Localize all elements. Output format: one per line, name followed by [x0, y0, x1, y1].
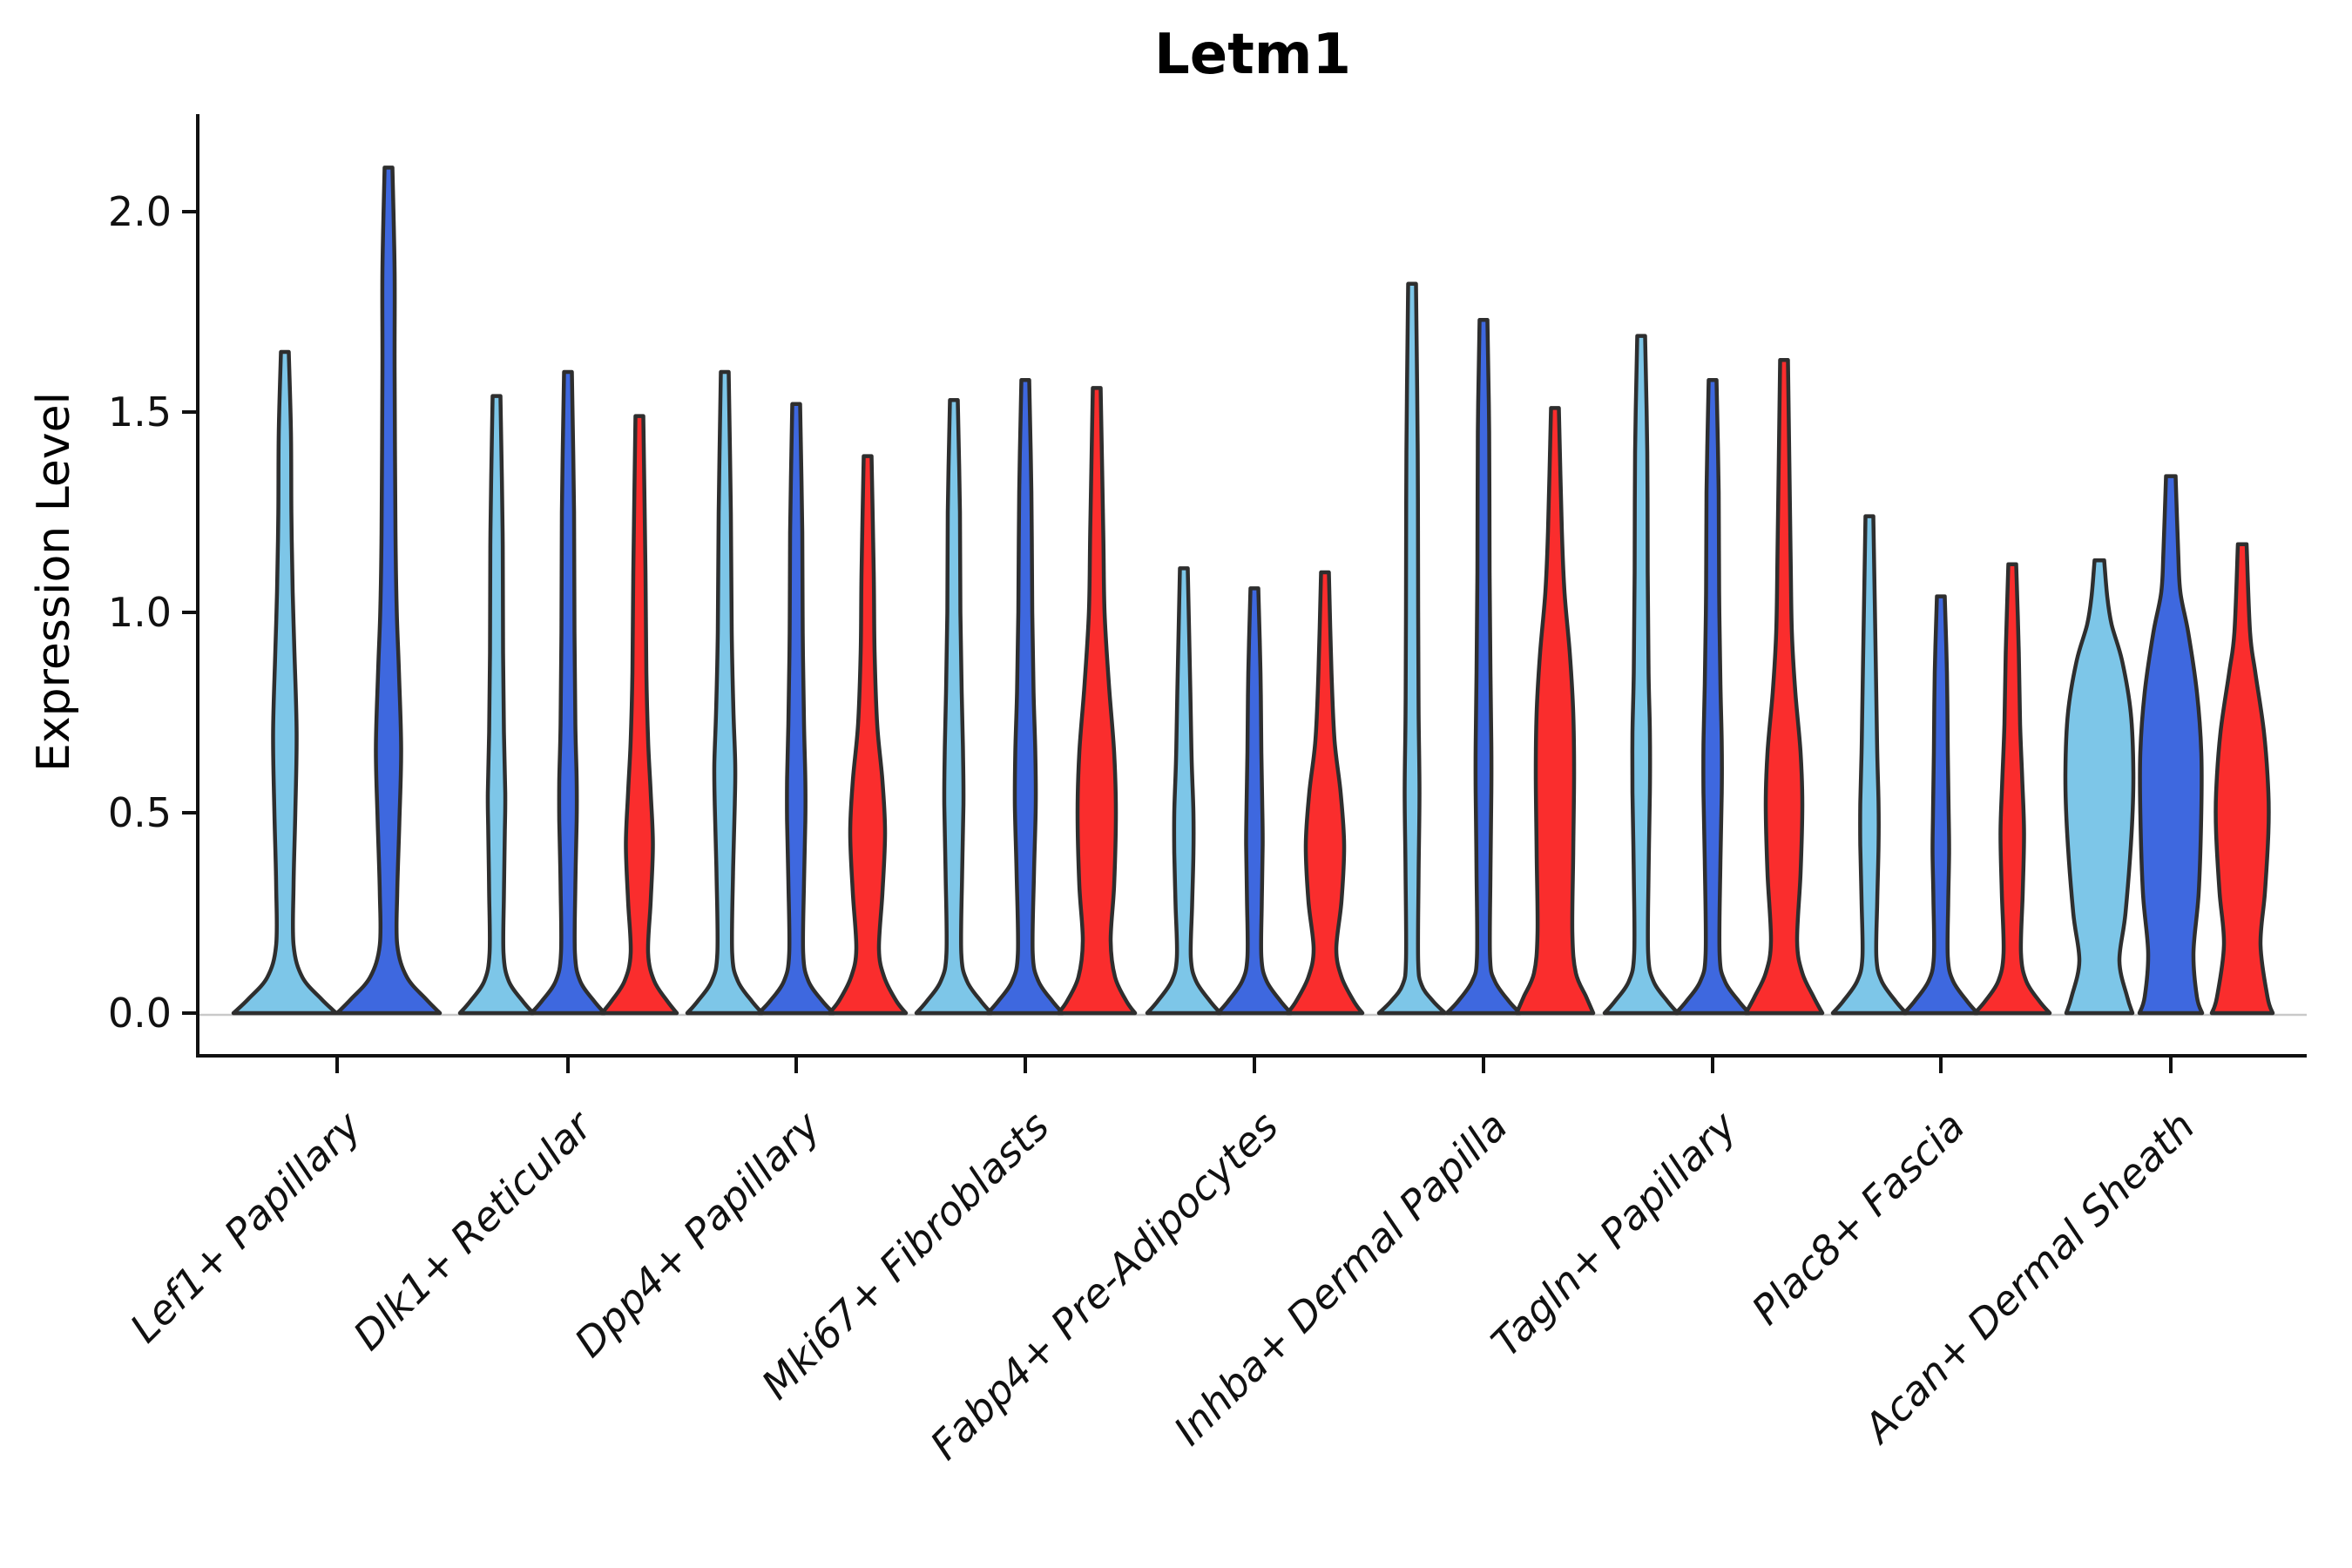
violin-group1-series1 — [231, 349, 339, 1016]
y-tick-label: 2.0 — [108, 188, 172, 235]
plot-title: Letm1 — [1154, 23, 1351, 87]
violin-group4-series2 — [985, 377, 1065, 1016]
x-tick-label-8: Plac8+ Fascia — [1742, 1103, 1973, 1334]
violin-group2-series3 — [599, 414, 679, 1016]
violin-group6-series3 — [1514, 406, 1596, 1016]
x-tick-label-1: Lef1+ Papillary — [121, 1102, 370, 1351]
violin-group3-series1 — [685, 369, 765, 1016]
violin-group9-series1 — [2063, 558, 2136, 1016]
violin-group6-series1 — [1376, 281, 1448, 1016]
violin-group7-series1 — [1602, 334, 1680, 1016]
violin-group7-series3 — [1743, 357, 1825, 1016]
violin-group8-series2 — [1902, 594, 1980, 1016]
x-tick-label-2: Dlk1+ Reticular — [344, 1100, 603, 1359]
y-tick-label: 0.0 — [108, 990, 172, 1037]
violin-group4-series3 — [1056, 386, 1138, 1016]
violin-group8-series1 — [1830, 514, 1909, 1016]
violin-group3-series3 — [827, 454, 909, 1016]
violin-group4-series1 — [914, 397, 994, 1016]
violin-group5-series1 — [1145, 566, 1223, 1016]
violin-group8-series3 — [1972, 562, 2052, 1016]
x-tick-label-3: Dpp4+ Papillary — [565, 1102, 829, 1366]
y-tick-label: 1.0 — [108, 589, 172, 636]
violin-group5-series2 — [1215, 586, 1294, 1016]
violin-group2-series2 — [529, 369, 607, 1016]
violin-group1-series2 — [335, 166, 443, 1016]
violin-group7-series2 — [1673, 377, 1752, 1016]
violin-group5-series3 — [1285, 570, 1365, 1016]
violin-group3-series2 — [756, 402, 836, 1016]
y-tick-label: 0.5 — [108, 789, 172, 836]
violin-group2-series1 — [457, 394, 536, 1016]
x-tick-label-7: Tagln+ Papillary — [1482, 1102, 1746, 1366]
violin-group9-series3 — [2209, 542, 2275, 1016]
violin-group9-series2 — [2137, 474, 2205, 1016]
y-tick-label: 1.5 — [108, 389, 172, 436]
violin-group6-series2 — [1444, 317, 1523, 1016]
